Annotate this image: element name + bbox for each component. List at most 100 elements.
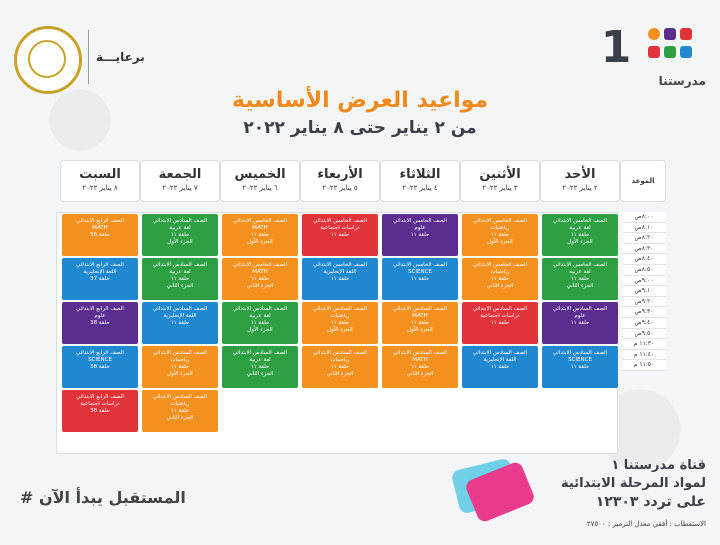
program-block: الصف السادس الابتدائي علوم حلقة ١١ bbox=[542, 302, 618, 344]
program-line: الجزء الأول bbox=[167, 239, 193, 245]
program-line: رياضيات bbox=[330, 357, 350, 363]
program-line: الصف الخامس الابتدائي bbox=[233, 262, 287, 268]
program-line: علوم bbox=[574, 313, 586, 319]
time-slot: ٨:١٠ص bbox=[622, 222, 666, 234]
time-slot: ٩:٠٠ص bbox=[622, 275, 666, 287]
day-name: الجمعة bbox=[158, 167, 202, 182]
day-date: ٦ يناير ٢٠٢٢ bbox=[242, 184, 278, 192]
program-block: الصف السادس الابتدائي لغة عربية حلقة ١١ الج… bbox=[142, 214, 218, 256]
program-block: الصف الرابع الابتدائي دراسات اجتماعية حلقة… bbox=[62, 390, 138, 432]
day-header: الأربعاء ٥ يناير ٢٠٢٢ bbox=[300, 160, 380, 202]
program-line: حلقة ١١ bbox=[250, 276, 270, 282]
program-line: حلقة 38 bbox=[90, 320, 110, 326]
program-block: الصف الخامس الابتدائي علوم حلقة ١١ bbox=[382, 214, 458, 256]
program-line: حلقة ١١ bbox=[170, 408, 190, 414]
program-line: حلقة ١١ bbox=[330, 232, 350, 238]
program-line: الصف السادس الابتدائي bbox=[392, 350, 448, 356]
time-slot: ١١:٣٠ م bbox=[622, 339, 666, 350]
program-line: حلقة ١١ bbox=[410, 320, 430, 326]
day-header: الثلاثاء ٤ يناير ٢٠٢٢ bbox=[380, 160, 460, 202]
program-line: الصف السادس الابتدائي bbox=[312, 350, 368, 356]
program-block: الصف السادس الابتدائي SCIENCE حلقة ١١ bbox=[542, 346, 618, 388]
program-line: حلقة ١١ bbox=[250, 232, 270, 238]
day-name: الأربعاء bbox=[317, 167, 363, 182]
page-subtitle: من ٢ يناير حتى ٨ يناير ٢٠٢٢ bbox=[243, 118, 477, 138]
program-line: علوم bbox=[414, 225, 426, 231]
time-slot: ١١:٤٠ م bbox=[622, 349, 666, 361]
program-block: الصف الخامس الابتدائي رياضيات حلقة ١١ الجزء… bbox=[462, 214, 538, 256]
program-line: الصف السادس الابتدائي bbox=[472, 306, 528, 312]
program-block: الصف الخامس الابتدائي لغة عربية حلقة ١١ الج… bbox=[542, 214, 618, 256]
program-line: الصف الخامس الابتدائي bbox=[473, 218, 527, 224]
program-line: الصف الرابع الابتدائي bbox=[76, 350, 124, 356]
program-line: الصف الخامس الابتدائي bbox=[233, 218, 287, 224]
day-header: الأثنين ٣ يناير ٢٠٢٢ bbox=[460, 160, 540, 202]
program-line: دراسات اجتماعية bbox=[320, 225, 360, 231]
program-block: الصف السادس الابتدائي اللغة الإنجليزية حلق… bbox=[462, 346, 538, 388]
program-line: الصف الرابع الابتدائي bbox=[76, 262, 124, 268]
program-line: حلقة ١١ bbox=[170, 320, 190, 326]
program-line: MATH bbox=[252, 269, 268, 275]
day-name: الأثنين bbox=[479, 167, 521, 182]
day-name: الثلاثاء bbox=[399, 167, 441, 182]
program-line: حلقة ١١ bbox=[410, 276, 430, 282]
time-slot: ٩:٤٠ص bbox=[622, 317, 666, 329]
program-line: رياضيات bbox=[490, 225, 510, 231]
brand-number: 1 bbox=[600, 22, 632, 73]
program-line: حلقة ١١ bbox=[250, 320, 270, 326]
program-line: حلقة ١١ bbox=[570, 364, 590, 370]
program-block: الصف السادس الابتدائي لغة عربية حلقة ١١ الج… bbox=[222, 346, 298, 388]
program-line: حلقة ١١ bbox=[570, 320, 590, 326]
program-block: الصف السادس الابتدائي رياضيات حلقة ١١ الجزء… bbox=[302, 346, 378, 388]
slogan: # المستقبل يبدأ الآن bbox=[20, 488, 186, 507]
program-line: الصف الرابع الابتدائي bbox=[76, 218, 124, 224]
program-block: الصف الخامس الابتدائي رياضيات حلقة ١١ الجزء… bbox=[462, 258, 538, 300]
program-block: الصف السادس الابتدائي MATH حلقة ١١ الجزء ال… bbox=[382, 346, 458, 388]
program-line: الصف السادس الابتدائي bbox=[312, 306, 368, 312]
program-block: الصف الرابع الابتدائي اللغة الإنجليزية حلق… bbox=[62, 258, 138, 300]
program-line: الجزء الأول bbox=[167, 371, 193, 377]
program-line: الجزء الثاني bbox=[406, 371, 434, 377]
program-line: الجزء الثاني bbox=[166, 415, 194, 421]
program-line: الجزء الأول bbox=[327, 327, 353, 333]
day-date: ٧ يناير ٢٠٢٢ bbox=[162, 184, 198, 192]
program-line: الصف السادس الابتدائي bbox=[552, 350, 608, 356]
program-line: الصف السادس الابتدائي bbox=[152, 306, 208, 312]
program-line: SCIENCE bbox=[408, 269, 432, 275]
divider bbox=[88, 30, 89, 84]
program-line: SCIENCE bbox=[568, 357, 592, 363]
program-line: حلقة 38 bbox=[90, 408, 110, 414]
program-block: الصف الخامس الابتدائي MATH حلقة ١١ الجزء ال… bbox=[222, 214, 298, 256]
program-line: حلقة ١١ bbox=[330, 364, 350, 370]
program-line: لغة عربية bbox=[169, 225, 191, 231]
program-line: الجزء الثاني bbox=[486, 283, 514, 289]
program-line: لغة عربية bbox=[569, 269, 591, 275]
program-block: الصف الخامس الابتدائي دراسات اجتماعية حلقة… bbox=[302, 214, 378, 256]
program-line: الجزء الثاني bbox=[166, 283, 194, 289]
program-line: الصف الخامس الابتدائي bbox=[393, 262, 447, 268]
day-header: الجمعة ٧ يناير ٢٠٢٢ bbox=[140, 160, 220, 202]
program-line: رياضيات bbox=[170, 401, 190, 407]
time-slot: ٨:٣٠ص bbox=[622, 243, 666, 255]
program-line: اللغة الإنجليزية bbox=[163, 313, 197, 319]
program-block: الصف الخامس الابتدائي SCIENCE حلقة ١١ bbox=[382, 258, 458, 300]
day-date: ٤ يناير ٢٠٢٢ bbox=[402, 184, 438, 192]
program-line: اللغة الإنجليزية bbox=[83, 269, 117, 275]
program-line: SCIENCE bbox=[88, 357, 112, 363]
program-line: MATH bbox=[412, 313, 428, 319]
program-line: الصف السادس الابتدائي bbox=[152, 262, 208, 268]
program-line: MATH bbox=[92, 225, 108, 231]
channel-description: لمواد المرحلة الابتدائية bbox=[561, 476, 706, 491]
program-line: حلقة ١١ bbox=[170, 232, 190, 238]
program-line: حلقة 56 bbox=[90, 232, 110, 238]
ministry-seal-icon bbox=[14, 26, 82, 94]
program-line: رياضيات bbox=[490, 269, 510, 275]
program-line: الصف الخامس الابتدائي bbox=[313, 218, 367, 224]
program-line: لغة عربية bbox=[169, 269, 191, 275]
program-line: لغة عربية bbox=[249, 357, 271, 363]
program-line: الصف السادس الابتدائي bbox=[472, 350, 528, 356]
program-line: لغة عربية bbox=[249, 313, 271, 319]
program-line: لغة عربية bbox=[569, 225, 591, 231]
program-line: حلقة ١١ bbox=[410, 232, 430, 238]
time-slot: ١١:٥٠ م bbox=[622, 360, 666, 371]
